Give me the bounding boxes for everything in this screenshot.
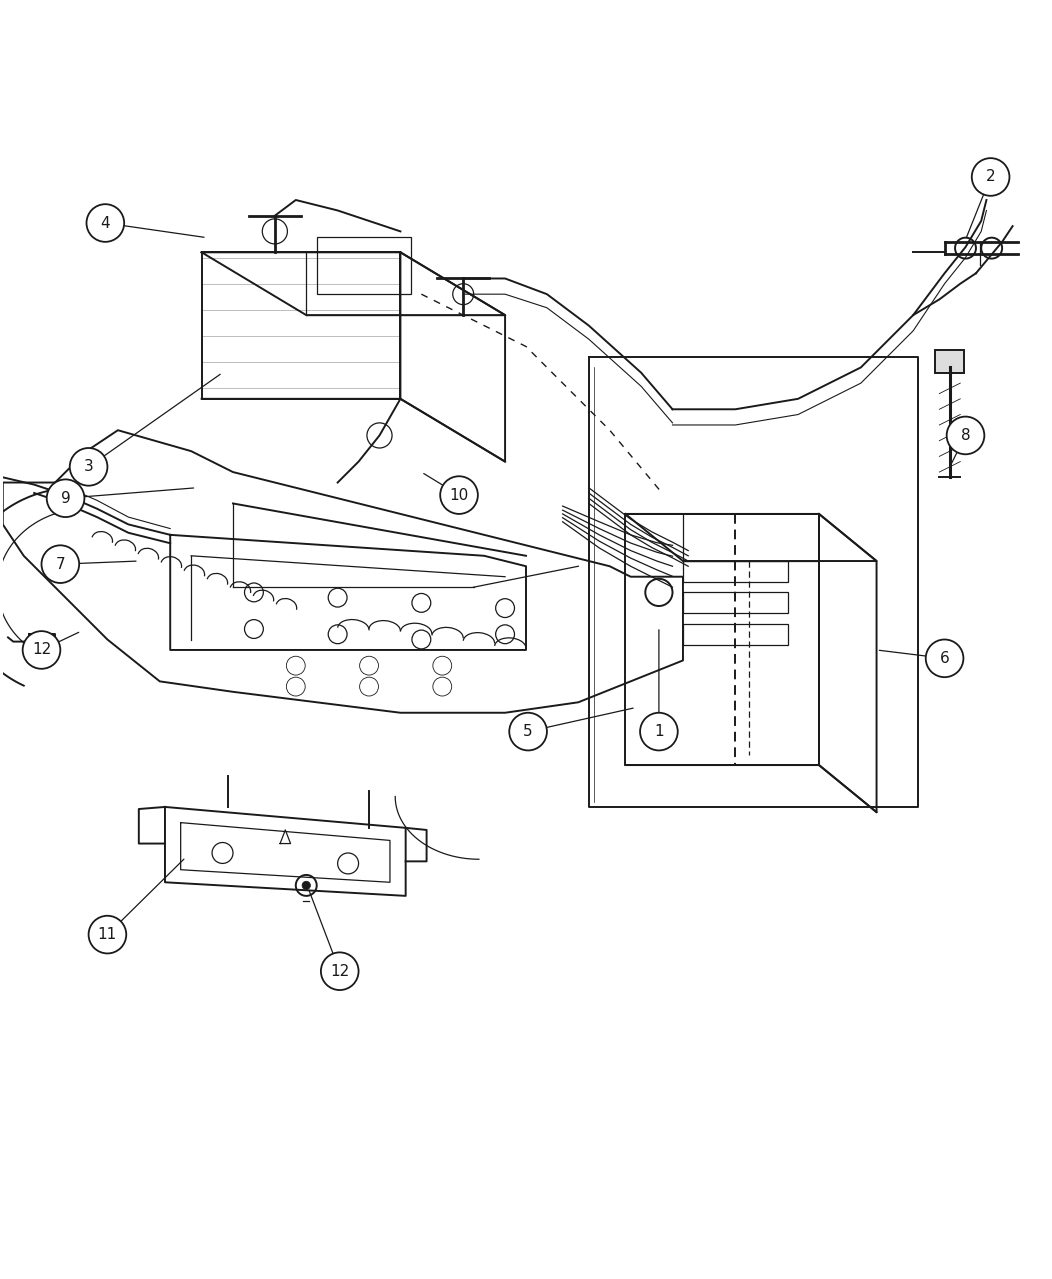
Circle shape (947, 417, 985, 454)
Text: 9: 9 (61, 491, 70, 505)
Text: 1: 1 (654, 724, 664, 739)
Circle shape (86, 205, 124, 242)
Text: 12: 12 (32, 642, 52, 657)
Bar (683, 592, 788, 614)
Circle shape (302, 881, 310, 890)
Text: 4: 4 (101, 216, 110, 230)
Circle shape (23, 631, 60, 669)
Text: 3: 3 (84, 459, 94, 475)
Text: 11: 11 (98, 927, 117, 943)
Text: 7: 7 (56, 556, 65, 572)
Text: 8: 8 (960, 428, 970, 443)
Circle shape (640, 712, 677, 751)
Text: 6: 6 (939, 651, 950, 666)
Text: 12: 12 (330, 963, 349, 978)
Circle shape (926, 640, 964, 677)
Bar (317, 237, 411, 294)
Circle shape (440, 476, 478, 514)
Bar (935, 349, 965, 372)
Circle shape (509, 712, 547, 751)
Circle shape (972, 159, 1010, 196)
Bar (683, 624, 788, 645)
Circle shape (88, 916, 126, 953)
Circle shape (41, 545, 79, 583)
Circle shape (46, 480, 84, 517)
Bar (683, 561, 788, 582)
Text: 10: 10 (449, 487, 468, 503)
Text: 2: 2 (986, 170, 995, 184)
Circle shape (69, 448, 107, 486)
Circle shape (321, 953, 359, 990)
Text: 5: 5 (523, 724, 533, 739)
